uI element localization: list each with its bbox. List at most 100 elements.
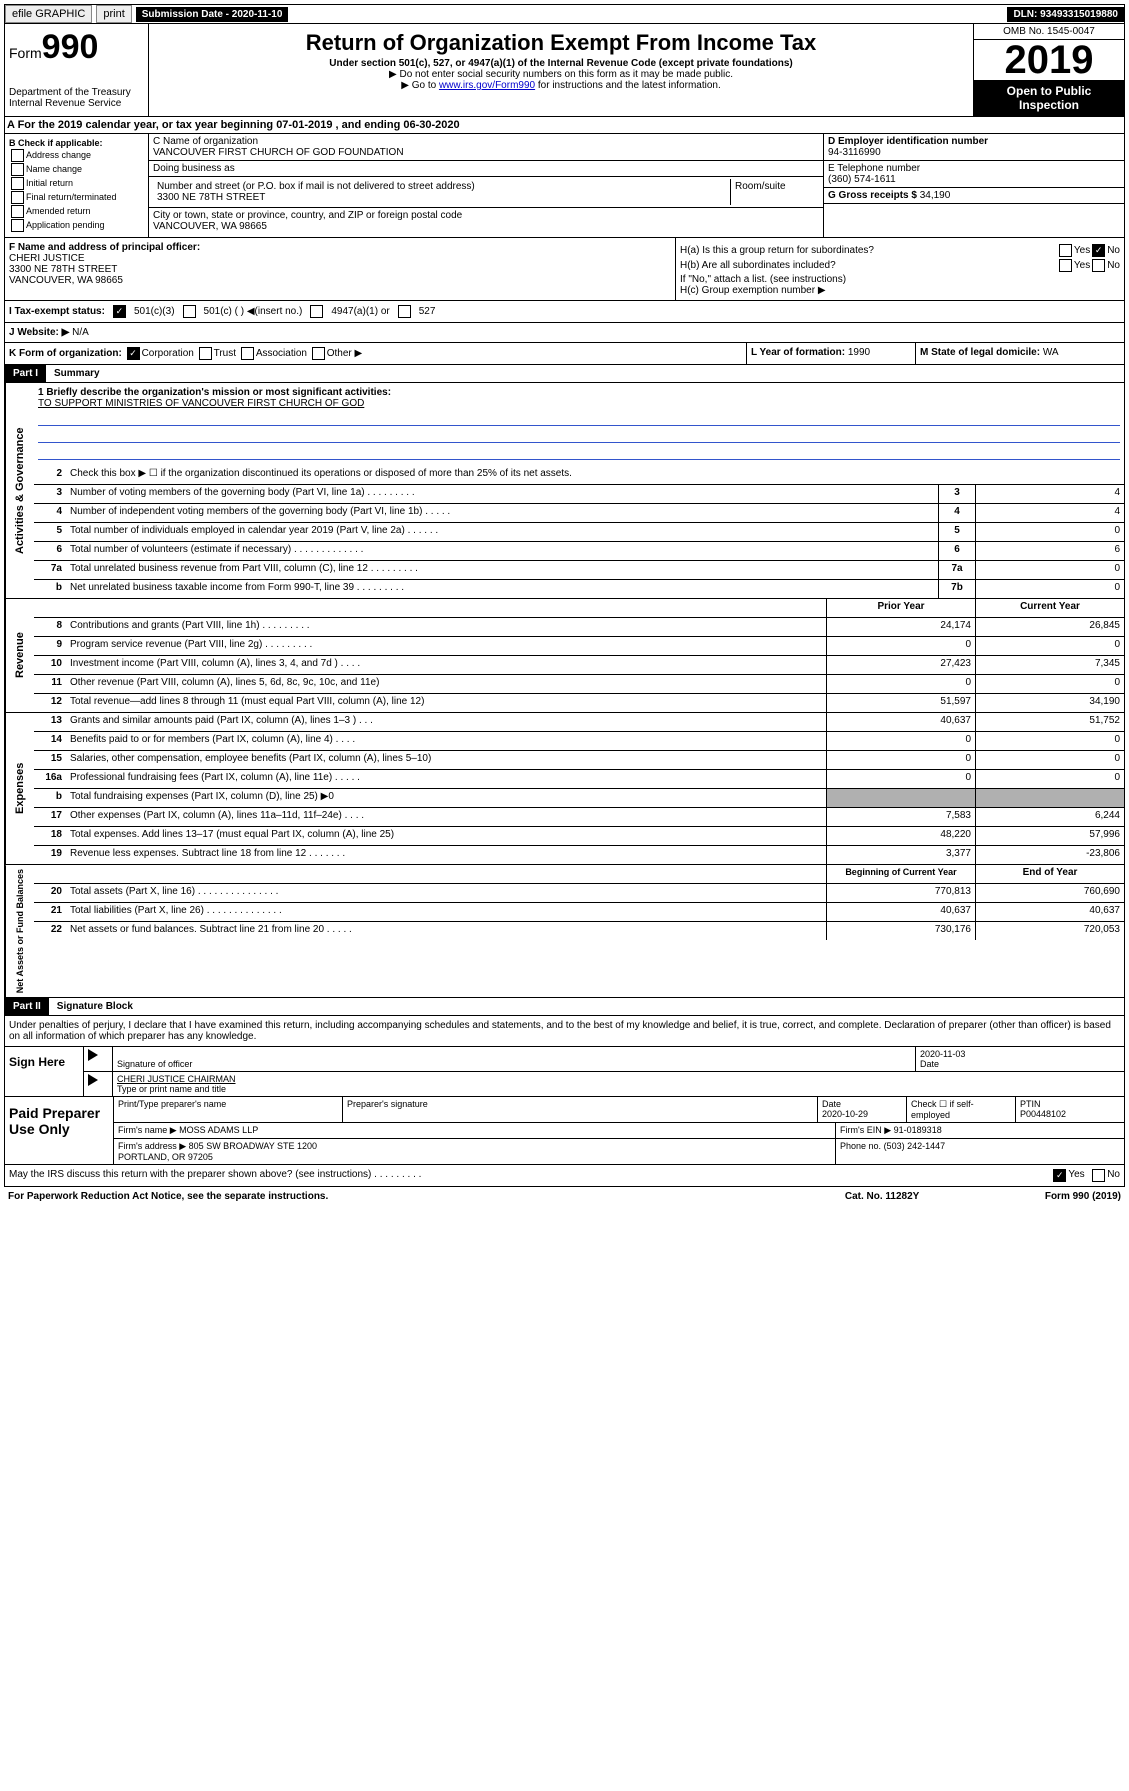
chk-amended[interactable] [11,205,24,218]
signature-block: Under penalties of perjury, I declare th… [4,1016,1125,1165]
note-ssn: ▶ Do not enter social security numbers o… [153,69,969,80]
hb-yes[interactable] [1059,259,1072,272]
side-revenue: Revenue [5,599,34,712]
hb-no[interactable] [1092,259,1105,272]
part2-label: Part II [5,998,49,1015]
date-label: Date [920,1059,939,1069]
discuss-row: May the IRS discuss this return with the… [4,1165,1125,1187]
ptin-hdr: PTIN [1020,1099,1041,1109]
side-netassets: Net Assets or Fund Balances [5,865,34,997]
sign-here-label: Sign Here [5,1047,84,1096]
city-label: City or town, state or province, country… [153,210,819,221]
chk-527[interactable] [398,305,411,318]
declaration: Under penalties of perjury, I declare th… [5,1016,1124,1046]
prep-name-hdr: Print/Type preparer's name [114,1097,343,1122]
chk-assoc[interactable] [241,347,254,360]
print-button[interactable]: print [96,5,131,23]
chk-trust[interactable] [199,347,212,360]
paid-preparer-label: Paid Preparer Use Only [5,1097,114,1164]
dba-label: Doing business as [153,163,819,174]
discuss-no[interactable] [1092,1169,1105,1182]
chk-4947[interactable] [310,305,323,318]
efile-button[interactable]: efile GRAPHIC [5,5,92,23]
street-address: 3300 NE 78TH STREET [157,192,726,203]
arrow-icon [88,1049,98,1061]
officer-addr: 3300 NE 78TH STREET VANCOUVER, WA 98665 [9,264,123,286]
ein-label: D Employer identification number [828,136,988,147]
tax-year-line: A For the 2019 calendar year, or tax yea… [4,117,1125,134]
b-header: B Check if applicable: [9,138,103,148]
phone: (503) 242-1447 [884,1141,946,1151]
chk-address[interactable] [11,149,24,162]
prep-date-hdr: Date [822,1099,841,1109]
chk-501c3[interactable]: ✓ [113,305,126,318]
chk-initial[interactable] [11,177,24,190]
year-formation: 1990 [848,347,870,358]
website-value: N/A [72,327,89,338]
m-label: M State of legal domicile: [920,347,1040,358]
hb-label: H(b) Are all subordinates included? [680,260,1057,271]
k-l-m-row: K Form of organization: ✓Corporation Tru… [4,343,1125,365]
sign-date: 2020-11-03 [920,1049,965,1059]
mission-label: 1 Briefly describe the organization's mi… [38,387,391,398]
netassets-section: Net Assets or Fund Balances Beginning of… [4,865,1125,998]
end-year-hdr: End of Year [975,865,1124,883]
begin-year-hdr: Beginning of Current Year [826,865,975,883]
irs-link[interactable]: www.irs.gov/Form990 [439,80,535,91]
chk-corp[interactable]: ✓ [127,347,140,360]
paperwork-notice: For Paperwork Reduction Act Notice, see … [8,1191,845,1202]
arrow-icon [88,1074,98,1086]
cat-no: Cat. No. 11282Y [845,1191,1045,1202]
self-emp: Check ☐ if self-employed [907,1097,1016,1122]
tax-year: 2019 [974,40,1124,80]
addr-label: Number and street (or P.O. box if mail i… [157,181,726,192]
discuss-yes[interactable]: ✓ [1053,1169,1066,1182]
hb-note: If "No," attach a list. (see instruction… [680,274,1120,285]
tel-value: (360) 574-1611 [828,174,1120,185]
l-label: L Year of formation: [751,347,845,358]
phone-lbl: Phone no. [840,1141,881,1151]
side-expenses: Expenses [5,713,34,864]
chk-name[interactable] [11,163,24,176]
discuss-q: May the IRS discuss this return with the… [9,1169,1051,1182]
i-label: I Tax-exempt status: [9,306,105,317]
firm-ein: 91-0189318 [894,1125,942,1135]
dln: DLN: 93493315019880 [1007,7,1124,22]
gross-label: G Gross receipts $ [828,190,917,201]
c-name-label: C Name of organization [153,136,819,147]
form-title: Return of Organization Exempt From Incom… [153,30,969,56]
form-label: Form [9,45,42,61]
print-name-label: Type or print name and title [117,1084,226,1094]
j-label: J Website: ▶ [9,327,69,338]
officer-print-name: CHERI JUSTICE CHAIRMAN [117,1074,236,1084]
mission-text: TO SUPPORT MINISTRIES OF VANCOUVER FIRST… [38,398,364,409]
expenses-section: Expenses 13Grants and similar amounts pa… [4,713,1125,865]
ha-label: H(a) Is this a group return for subordin… [680,245,1057,256]
chk-final[interactable] [11,191,24,204]
firm-ein-lbl: Firm's EIN ▶ [840,1125,891,1135]
part1-header: Part I Summary [4,365,1125,383]
part1-label: Part I [5,365,46,382]
ha-yes[interactable] [1059,244,1072,257]
submission-date: Submission Date - 2020-11-10 [136,7,289,22]
prior-year-hdr: Prior Year [826,599,975,617]
part2-title: Signature Block [49,998,141,1015]
line2: Check this box ▶ ☐ if the organization d… [66,466,1124,484]
section-f-h: F Name and address of principal officer:… [4,238,1125,301]
ha-no[interactable]: ✓ [1092,244,1105,257]
chk-pending[interactable] [11,219,24,232]
part1-title: Summary [46,365,108,382]
chk-other[interactable] [312,347,325,360]
form-subtitle: Under section 501(c), 527, or 4947(a)(1)… [153,58,969,69]
chk-501c[interactable] [183,305,196,318]
hc-label: H(c) Group exemption number ▶ [680,285,1120,296]
k-label: K Form of organization: [9,348,122,359]
revenue-section: Revenue Prior YearCurrent Year 8Contribu… [4,599,1125,713]
ptin: P00448102 [1020,1109,1066,1119]
dept-label: Department of the Treasury Internal Reve… [9,87,144,109]
form-number: 990 [42,28,99,66]
gross-value: 34,190 [920,190,951,201]
open-public: Open to Public Inspection [974,80,1124,116]
tel-label: E Telephone number [828,163,1120,174]
officer-name: CHERI JUSTICE [9,253,85,264]
